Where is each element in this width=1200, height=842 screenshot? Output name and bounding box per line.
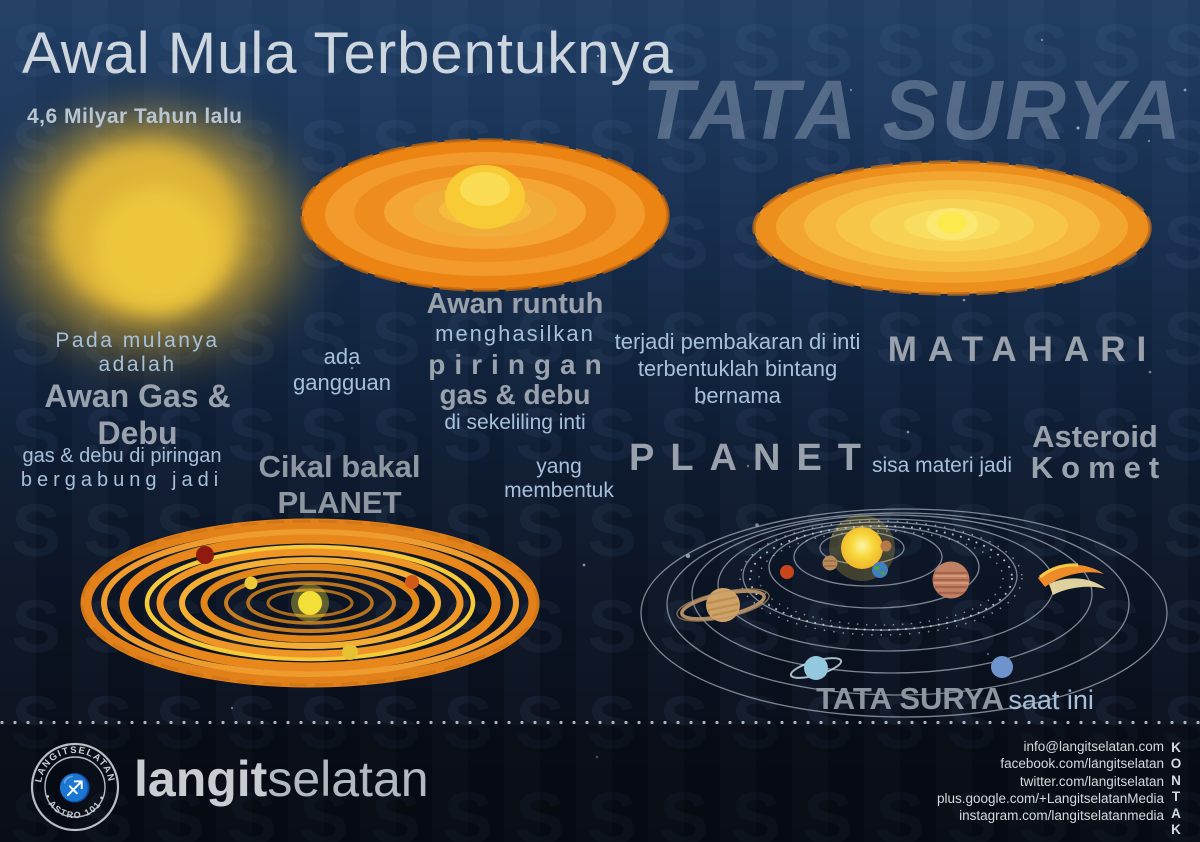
- sun: [841, 527, 883, 569]
- forming-planet: [244, 576, 258, 590]
- asteroid-heading: Asteroid: [1032, 419, 1158, 454]
- asteroid-komet-heading: Asteroid Komet: [1020, 421, 1170, 483]
- planet-heading: PLANET: [629, 437, 877, 479]
- stage1-heading: Awan Gas & Debu: [44, 378, 231, 451]
- stage-collapse-label: Awan runtuh menghasilkan piringan gas & …: [400, 288, 630, 435]
- stage2-label: ada gangguan: [293, 344, 391, 395]
- contact-twitter[interactable]: twitter.com/langitselatan: [1019, 773, 1164, 789]
- stage-gas-dust-label: Pada mulanya adalah Awan Gas & Debu: [15, 329, 260, 452]
- brand-light: selatan: [267, 751, 429, 807]
- caption-rest: saat ini: [1008, 685, 1094, 715]
- planet-earth: [872, 562, 888, 578]
- page-big-title: TATA SURYA: [642, 63, 1184, 157]
- stage3-heading2: piringan: [428, 349, 611, 380]
- sun-disk-illustration: [752, 160, 1152, 296]
- brand-bold: langit: [134, 751, 268, 807]
- contact-list: info@langitselatan.com facebook.com/lang…: [937, 738, 1164, 824]
- planet-venus: [822, 555, 838, 571]
- contact-facebook[interactable]: facebook.com/langitselatan: [1000, 756, 1164, 772]
- page-subtitle: 4,6 Milyar Tahun lalu: [27, 105, 243, 128]
- matahari-heading: MATAHARI: [887, 330, 1158, 369]
- contact-email[interactable]: info@langitselatan.com: [1023, 739, 1164, 754]
- stage3-heading1: Awan runtuh: [426, 288, 604, 320]
- tata-surya-caption: TATA SURYA saat ini: [780, 681, 1130, 717]
- contact-googleplus[interactable]: plus.google.com/+LangitselatanMedia: [936, 790, 1164, 806]
- contact-instagram[interactable]: instagram.com/langitselatanmedia: [959, 808, 1164, 824]
- stage5-line1: gas & debu di piringan: [22, 445, 222, 467]
- footer-background: [0, 725, 1200, 842]
- cikal-bakal-planet-heading: Cikal bakal PLANET: [258, 449, 421, 520]
- protoplanetary-disk-illustration: [300, 138, 670, 292]
- planet-jupiter: [932, 561, 970, 599]
- nebula-illustration: [0, 100, 315, 370]
- brand-wordmark: langitselatan: [134, 750, 429, 808]
- planet-mars: [880, 540, 892, 552]
- langitselatan-stamp-logo: LANGITSELATAN • ASTRO 101 • ♐: [30, 742, 120, 832]
- stage-accretion-label: gas & debu di piringan bergabung jadi: [8, 444, 236, 492]
- forming-planet: [196, 546, 214, 564]
- page-title: Awal Mula Terbentuknya: [22, 21, 674, 86]
- stage3-heading3: gas & debu: [439, 379, 591, 410]
- dotted-divider: [0, 720, 1200, 725]
- stage3-line2: di sekeliling inti: [444, 411, 586, 434]
- stage3-line1: menghasilkan: [435, 321, 595, 346]
- planet-mercury: [780, 565, 794, 579]
- comet: [1038, 563, 1106, 595]
- forming-planet: [405, 575, 419, 589]
- stage6-label: yang membentuk: [504, 455, 614, 502]
- forming-planet: [342, 644, 358, 660]
- stage5-line2: bergabung jadi: [20, 469, 224, 491]
- forming-sun: [298, 591, 322, 615]
- planet-neptune: [991, 656, 1013, 678]
- stage7-label: sisa materi jadi: [871, 454, 1013, 477]
- solar-system-illustration: [640, 508, 1168, 718]
- stage-ignition-label: terjadi pembakaran di inti terbentuklah …: [600, 328, 875, 409]
- komet-heading: Komet: [1030, 450, 1168, 485]
- newborn-sun: [937, 212, 967, 234]
- stage4-line1: terjadi pembakaran di inti: [614, 329, 861, 354]
- planet-saturn: [676, 588, 770, 622]
- sagittarius-centaur-icon: ♐: [58, 772, 92, 803]
- asteroid-belt: [739, 520, 1023, 636]
- planet-uranus: [789, 656, 843, 680]
- caption-bold: TATA SURYA: [816, 681, 1004, 716]
- orbits: [640, 508, 1168, 718]
- stage4-line2: terbentuklah bintang bernama: [637, 356, 838, 408]
- ringed-disk-illustration: [80, 518, 540, 688]
- stage1-intro: Pada mulanya adalah: [55, 329, 220, 376]
- kontak-vertical-label: KONTAK: [1170, 740, 1182, 838]
